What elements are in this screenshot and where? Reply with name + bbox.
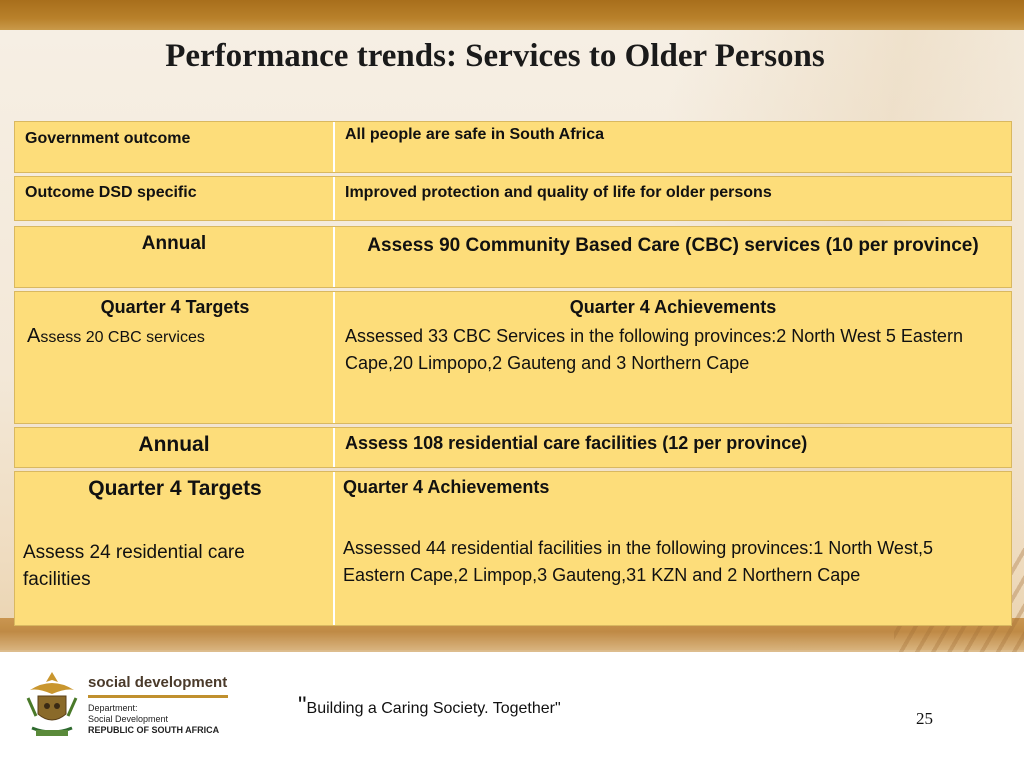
quarter4-cbc-target-initial: A xyxy=(27,325,41,347)
table-row-quarter4-residential: Quarter 4 Targets Assess 24 residential … xyxy=(14,471,1012,626)
outcome-dsd-label: Outcome DSD specific xyxy=(25,184,197,201)
quarter4-cbc-achievement-cell: Quarter 4 Achievements Assessed 33 CBC S… xyxy=(335,292,1011,423)
government-outcome-label-cell: Government outcome xyxy=(15,122,335,172)
quarter4-cbc-target-text: Assess 20 CBC services xyxy=(27,325,205,348)
government-outcome-value: All people are safe in South Africa xyxy=(345,126,605,143)
brand-underline xyxy=(88,695,228,698)
quarter4-cbc-achievement-text: Assessed 33 CBC Services in the followin… xyxy=(345,326,963,373)
slogan: "Building a Caring Society. Together" xyxy=(298,692,561,720)
outcome-dsd-value-cell: Improved protection and quality of life … xyxy=(335,177,1011,220)
annual-residential-value-cell: Assess 108 residential care facilities (… xyxy=(335,428,1011,467)
footer xyxy=(0,652,1024,768)
department-line-3: REPUBLIC OF SOUTH AFRICA xyxy=(88,725,220,735)
quarter4-residential-target-text: Assess 24 residential care facilities xyxy=(23,542,245,590)
annual-cbc-value-cell: Assess 90 Community Based Care (CBC) ser… xyxy=(335,227,1011,287)
table-row-outcome-dsd: Outcome DSD specific Improved protection… xyxy=(14,176,1012,221)
coat-of-arms-icon xyxy=(22,668,82,740)
government-outcome-value-cell: All people are safe in South Africa xyxy=(335,122,1011,172)
department-line-1: Department: xyxy=(88,703,138,713)
slogan-text: Building a Caring Society. Together" xyxy=(306,700,561,717)
top-band xyxy=(0,0,1024,30)
quarter4-cbc-achievement-heading: Quarter 4 Achievements xyxy=(569,297,777,317)
department-block: Department: Social Development REPUBLIC … xyxy=(88,703,219,736)
quarter4-residential-achievement-heading: Quarter 4 Achievements xyxy=(343,477,550,497)
quarter4-cbc-target-cell: Quarter 4 Targets Assess 20 CBC services xyxy=(15,292,335,423)
table-row-annual-residential: Annual Assess 108 residential care facil… xyxy=(14,427,1012,468)
quarter4-cbc-target-rest: ssess 20 CBC services xyxy=(40,329,205,346)
annual-cbc-label: Annual xyxy=(141,233,207,254)
government-outcome-label: Government outcome xyxy=(25,130,191,147)
table-row-quarter4-cbc: Quarter 4 Targets Assess 20 CBC services… xyxy=(14,291,1012,424)
annual-residential-value: Assess 108 residential care facilities (… xyxy=(345,433,808,453)
quarter4-cbc-target-heading: Quarter 4 Targets xyxy=(100,297,250,317)
brand-name: social development xyxy=(88,674,228,691)
outcome-dsd-value: Improved protection and quality of life … xyxy=(345,184,772,201)
slide-title: Performance trends: Services to Older Pe… xyxy=(165,38,825,74)
quarter4-residential-target-cell: Quarter 4 Targets Assess 24 residential … xyxy=(15,472,335,625)
quarter4-residential-achievement-text: Assessed 44 residential facilities in th… xyxy=(343,538,933,585)
outcome-dsd-label-cell: Outcome DSD specific xyxy=(15,177,335,220)
annual-residential-label-cell: Annual xyxy=(15,428,335,467)
table-row-annual-cbc: Annual Assess 90 Community Based Care (C… xyxy=(14,226,1012,288)
page-number: 25 xyxy=(916,709,933,728)
annual-residential-label: Annual xyxy=(138,433,210,456)
department-line-2: Social Development xyxy=(88,714,169,724)
quarter4-residential-target-heading: Quarter 4 Targets xyxy=(88,477,262,500)
annual-cbc-label-cell: Annual xyxy=(15,227,335,287)
annual-cbc-value: Assess 90 Community Based Care (CBC) ser… xyxy=(367,235,979,256)
slogan-open-quote: " xyxy=(298,692,307,719)
table-row-government-outcome: Government outcome All people are safe i… xyxy=(14,121,1012,173)
quarter4-residential-achievement-cell: Quarter 4 Achievements Assessed 44 resid… xyxy=(335,472,1011,625)
